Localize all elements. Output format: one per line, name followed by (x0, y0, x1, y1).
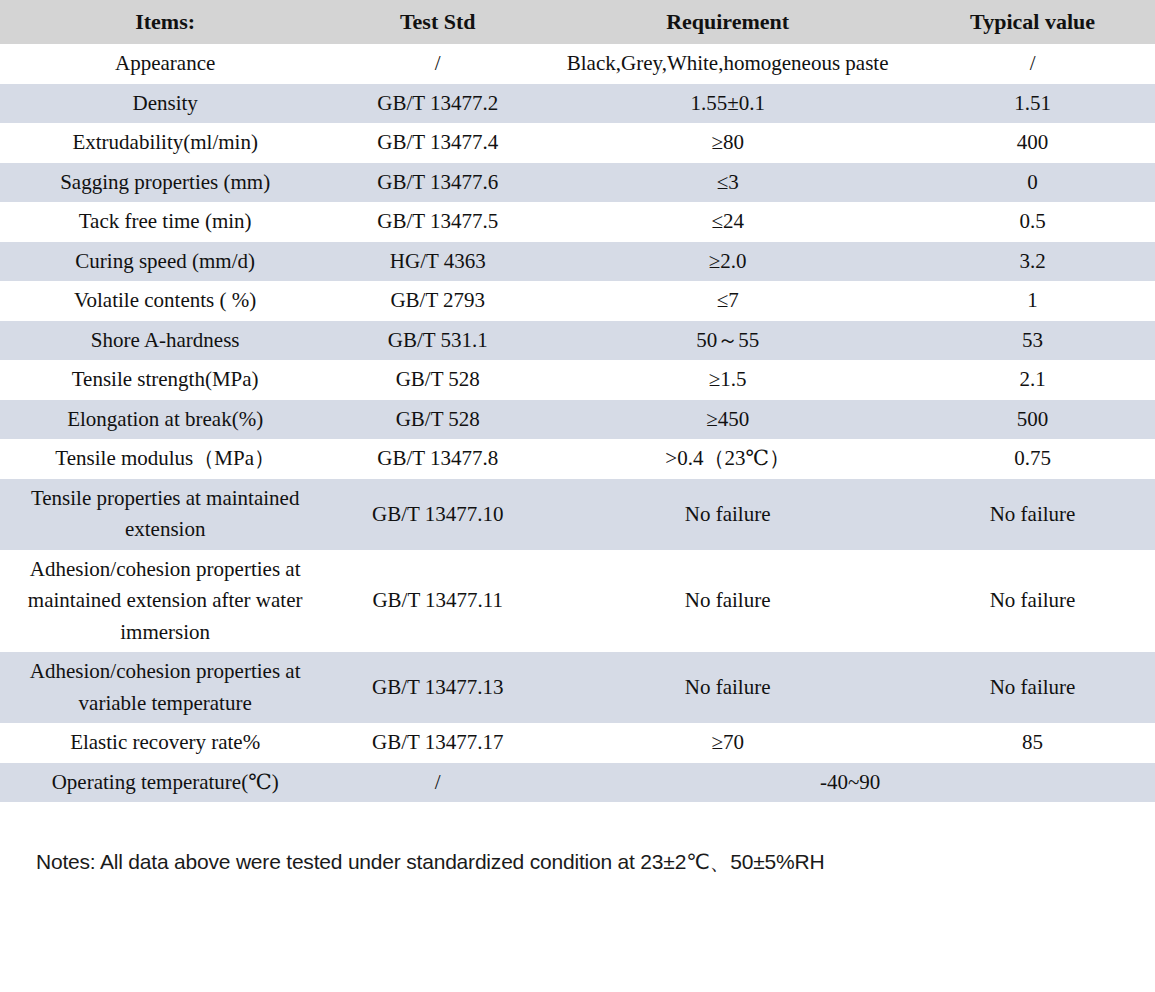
typ-cell: 53 (910, 321, 1155, 361)
table-row: Extrudability(ml/min)GB/T 13477.4≥80400 (0, 123, 1155, 163)
datasheet-page: Items: Test Std Requirement Typical valu… (0, 0, 1155, 876)
column-header-test-std: Test Std (330, 0, 545, 44)
std-cell: GB/T 13477.4 (330, 123, 545, 163)
item-cell: Extrudability(ml/min) (0, 123, 330, 163)
typ-cell: 2.1 (910, 360, 1155, 400)
std-cell: GB/T 528 (330, 400, 545, 440)
typ-cell: 1.51 (910, 84, 1155, 124)
table-row: Elongation at break(%)GB/T 528≥450500 (0, 400, 1155, 440)
spec-table: Items: Test Std Requirement Typical valu… (0, 0, 1155, 802)
item-cell: Density (0, 84, 330, 124)
table-row: Tensile strength(MPa)GB/T 528≥1.52.1 (0, 360, 1155, 400)
req-cell: ≤3 (545, 163, 910, 203)
req-cell: ≤24 (545, 202, 910, 242)
req-cell: ≥80 (545, 123, 910, 163)
std-cell: GB/T 13477.6 (330, 163, 545, 203)
typ-cell: 3.2 (910, 242, 1155, 282)
req-cell: >0.4（23℃） (545, 439, 910, 479)
typ-cell: No failure (910, 652, 1155, 723)
table-row: Adhesion/cohesion properties at maintain… (0, 550, 1155, 653)
typ-cell: No failure (910, 479, 1155, 550)
notes-text: Notes: All data above were tested under … (36, 848, 1155, 876)
typ-cell: / (910, 44, 1155, 84)
column-header-items: Items: (0, 0, 330, 44)
item-cell: Adhesion/cohesion properties at maintain… (0, 550, 330, 653)
item-cell: Operating temperature(℃) (0, 763, 330, 803)
item-cell: Tensile strength(MPa) (0, 360, 330, 400)
column-header-typical-value: Typical value (910, 0, 1155, 44)
header-row: Items: Test Std Requirement Typical valu… (0, 0, 1155, 44)
table-row: Sagging properties (mm)GB/T 13477.6≤30 (0, 163, 1155, 203)
item-cell: Tensile modulus（MPa） (0, 439, 330, 479)
typ-cell: No failure (910, 550, 1155, 653)
item-cell: Elastic recovery rate% (0, 723, 330, 763)
column-header-requirement: Requirement (545, 0, 910, 44)
typ-cell: 0.5 (910, 202, 1155, 242)
typ-cell: 1 (910, 281, 1155, 321)
std-cell: GB/T 13477.5 (330, 202, 545, 242)
item-cell: Adhesion/cohesion properties at variable… (0, 652, 330, 723)
req-cell: ≥450 (545, 400, 910, 440)
req-cell: Black,Grey,White,homogeneous paste (545, 44, 910, 84)
std-cell: GB/T 13477.11 (330, 550, 545, 653)
std-cell: GB/T 13477.8 (330, 439, 545, 479)
req-cell: 50～55 (545, 321, 910, 361)
spec-table-body: Appearance/Black,Grey,White,homogeneous … (0, 44, 1155, 802)
req-cell: ≥70 (545, 723, 910, 763)
table-row: DensityGB/T 13477.21.55±0.11.51 (0, 84, 1155, 124)
item-cell: Tack free time (min) (0, 202, 330, 242)
typ-cell: 0 (910, 163, 1155, 203)
std-cell: / (330, 763, 545, 803)
typ-cell: 85 (910, 723, 1155, 763)
table-row: Tensile properties at maintained extensi… (0, 479, 1155, 550)
std-cell: GB/T 13477.2 (330, 84, 545, 124)
typ-cell: 500 (910, 400, 1155, 440)
req-cell: ≥1.5 (545, 360, 910, 400)
table-row: Appearance/Black,Grey,White,homogeneous … (0, 44, 1155, 84)
typ-cell: 0.75 (910, 439, 1155, 479)
req-cell: ≥2.0 (545, 242, 910, 282)
item-cell: Appearance (0, 44, 330, 84)
std-cell: GB/T 2793 (330, 281, 545, 321)
req-cell: No failure (545, 550, 910, 653)
table-row: Tensile modulus（MPa）GB/T 13477.8>0.4（23℃… (0, 439, 1155, 479)
table-row: Operating temperature(℃)/-40~90 (0, 763, 1155, 803)
item-cell: Shore A-hardness (0, 321, 330, 361)
std-cell: GB/T 531.1 (330, 321, 545, 361)
table-row: Volatile contents ( %)GB/T 2793≤71 (0, 281, 1155, 321)
item-cell: Tensile properties at maintained extensi… (0, 479, 330, 550)
std-cell: GB/T 13477.17 (330, 723, 545, 763)
typ-cell: 400 (910, 123, 1155, 163)
item-cell: Sagging properties (mm) (0, 163, 330, 203)
req-cell: 1.55±0.1 (545, 84, 910, 124)
req-cell: -40~90 (545, 763, 1155, 803)
req-cell: ≤7 (545, 281, 910, 321)
req-cell: No failure (545, 479, 910, 550)
table-row: Shore A-hardnessGB/T 531.150～5553 (0, 321, 1155, 361)
std-cell: / (330, 44, 545, 84)
item-cell: Volatile contents ( %) (0, 281, 330, 321)
std-cell: GB/T 13477.10 (330, 479, 545, 550)
table-row: Curing speed (mm/d)HG/T 4363≥2.03.2 (0, 242, 1155, 282)
std-cell: HG/T 4363 (330, 242, 545, 282)
table-row: Elastic recovery rate%GB/T 13477.17≥7085 (0, 723, 1155, 763)
table-row: Adhesion/cohesion properties at variable… (0, 652, 1155, 723)
item-cell: Elongation at break(%) (0, 400, 330, 440)
table-row: Tack free time (min)GB/T 13477.5≤240.5 (0, 202, 1155, 242)
item-cell: Curing speed (mm/d) (0, 242, 330, 282)
std-cell: GB/T 528 (330, 360, 545, 400)
std-cell: GB/T 13477.13 (330, 652, 545, 723)
req-cell: No failure (545, 652, 910, 723)
